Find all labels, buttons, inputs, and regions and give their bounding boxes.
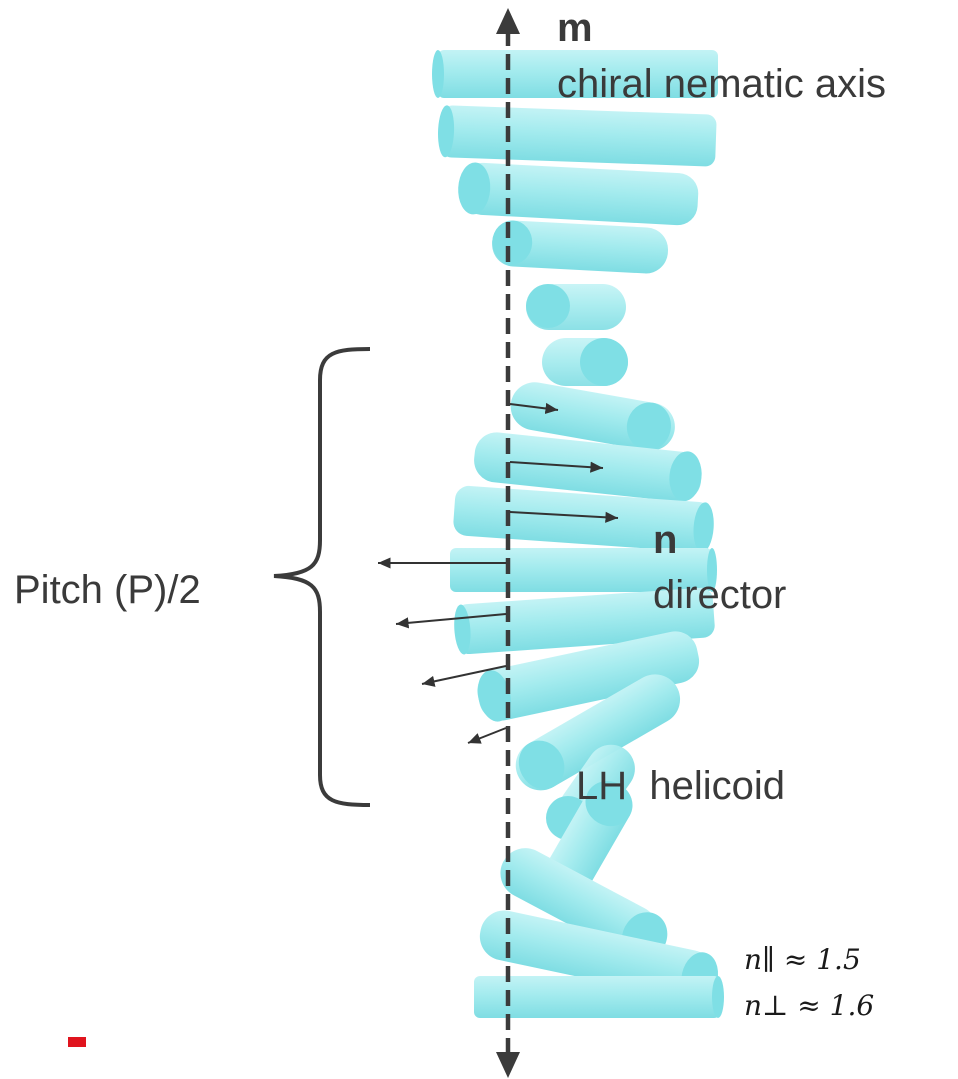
- director-arrows: [378, 402, 619, 744]
- axis-arrow-top: [496, 8, 520, 34]
- pitch-brace: [273, 347, 371, 807]
- rod: [453, 485, 714, 553]
- rod: [450, 548, 717, 592]
- n-parallel-label: n∥ ≈ 1.5: [744, 943, 861, 976]
- axis-label: chiral nematic axis: [557, 62, 887, 106]
- rod: [492, 220, 669, 274]
- rod: [477, 631, 700, 722]
- chiral-axis: [496, 8, 520, 1078]
- rod: [474, 976, 724, 1018]
- director-arrow: [395, 613, 507, 629]
- director-symbol-n: n: [653, 518, 678, 562]
- director-arrow: [467, 727, 507, 744]
- rod-stack: [432, 50, 724, 1018]
- rod: [526, 284, 626, 330]
- axis-arrow-bottom: [496, 1052, 520, 1078]
- rod: [510, 382, 675, 451]
- director-label: director: [653, 573, 787, 617]
- rod: [542, 338, 628, 386]
- pitch-label: Pitch (P)/2: [14, 568, 201, 612]
- helicoid-label: LH helicoid: [576, 764, 786, 808]
- director-arrow: [509, 402, 559, 414]
- axis-symbol-m: m: [557, 6, 593, 50]
- director-arrow: [509, 461, 604, 473]
- n-perp-label: n⊥ ≈ 1.6: [744, 989, 875, 1022]
- director-arrow: [509, 511, 619, 523]
- red-marker: [68, 1037, 86, 1047]
- director-arrow: [421, 665, 507, 687]
- rod: [438, 105, 717, 167]
- rod: [515, 674, 681, 791]
- rod: [458, 162, 699, 226]
